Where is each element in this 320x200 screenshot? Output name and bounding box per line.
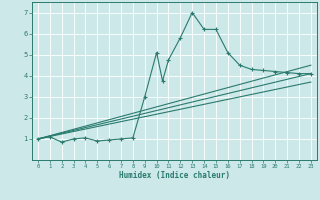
X-axis label: Humidex (Indice chaleur): Humidex (Indice chaleur) bbox=[119, 171, 230, 180]
